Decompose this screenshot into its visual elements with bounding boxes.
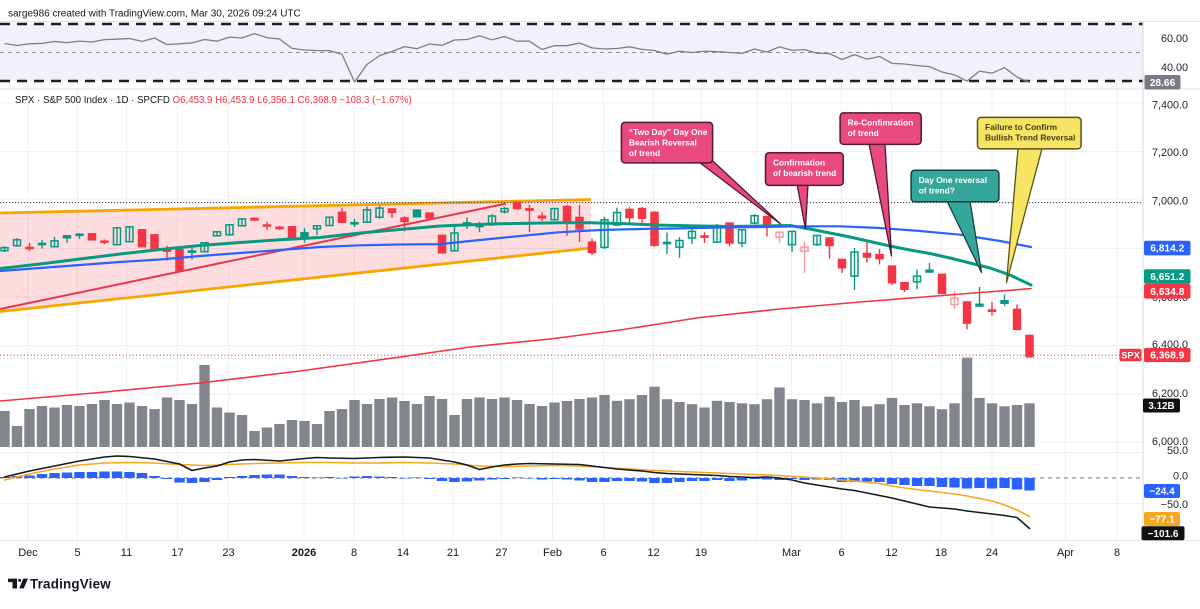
- svg-text:12: 12: [647, 547, 659, 559]
- svg-text:0.0: 0.0: [1173, 471, 1188, 483]
- svg-text:Day One reversal: Day One reversal: [919, 175, 987, 185]
- svg-text:6,814.2: 6,814.2: [1150, 244, 1184, 255]
- svg-text:6,200.0: 6,200.0: [1152, 388, 1188, 400]
- svg-text:Mar: Mar: [782, 547, 801, 559]
- svg-text:50.0: 50.0: [1167, 445, 1188, 457]
- svg-text:−77.1: −77.1: [1149, 515, 1175, 526]
- svg-text:11: 11: [121, 547, 132, 559]
- svg-text:7,200.0: 7,200.0: [1152, 147, 1188, 159]
- svg-text:60.00: 60.00: [1161, 33, 1188, 45]
- svg-text:Dec: Dec: [18, 547, 38, 559]
- svg-text:SPX: SPX: [1121, 351, 1140, 361]
- svg-text:sarge986 created with TradingV: sarge986 created with TradingView.com, M…: [8, 9, 301, 20]
- svg-text:40.00: 40.00: [1161, 62, 1188, 74]
- svg-text:3.12B: 3.12B: [1148, 401, 1174, 412]
- svg-text:6,368.9: 6,368.9: [1150, 351, 1184, 362]
- svg-text:7,400.0: 7,400.0: [1152, 100, 1188, 112]
- svg-text:of trend: of trend: [629, 148, 660, 158]
- svg-text:Failure to Confirm: Failure to Confirm: [985, 122, 1057, 132]
- svg-text:5: 5: [74, 547, 80, 559]
- svg-text:Bullish Trend Reversal: Bullish Trend Reversal: [985, 133, 1075, 143]
- svg-text:“Two Day” Day One: “Two Day” Day One: [629, 127, 708, 137]
- svg-text:6,634.8: 6,634.8: [1150, 287, 1184, 298]
- svg-text:Apr: Apr: [1057, 547, 1074, 559]
- svg-text:Bearish Reversal: Bearish Reversal: [629, 138, 697, 148]
- svg-text:−24.4: −24.4: [1149, 487, 1175, 498]
- svg-text:−50.0: −50.0: [1161, 499, 1188, 511]
- svg-text:6,651.2: 6,651.2: [1150, 272, 1184, 283]
- svg-text:Re-Confimration: Re-Confimration: [848, 118, 914, 128]
- svg-text:TradingView: TradingView: [30, 577, 111, 592]
- svg-text:of trend: of trend: [848, 128, 879, 138]
- svg-text:6,000.0: 6,000.0: [1152, 436, 1188, 448]
- svg-text:23: 23: [222, 547, 234, 559]
- svg-text:7,000.0: 7,000.0: [1152, 196, 1188, 208]
- svg-text:SPX · S&P 500 Index · 1D · SPC: SPX · S&P 500 Index · 1D · SPCFD O6,453.…: [15, 95, 412, 106]
- svg-text:27: 27: [495, 547, 507, 559]
- svg-text:−101.6: −101.6: [1148, 529, 1179, 540]
- svg-text:Confirmation: Confirmation: [773, 157, 825, 167]
- svg-text:2026: 2026: [292, 547, 316, 559]
- svg-text:8: 8: [1114, 547, 1120, 559]
- svg-text:8: 8: [351, 547, 357, 559]
- svg-text:24: 24: [986, 547, 998, 559]
- svg-text:of trend?: of trend?: [919, 186, 955, 196]
- svg-text:6: 6: [838, 547, 844, 559]
- svg-text:19: 19: [695, 547, 707, 559]
- svg-text:Feb: Feb: [543, 547, 562, 559]
- svg-text:14: 14: [397, 547, 409, 559]
- svg-text:21: 21: [447, 547, 459, 559]
- svg-text:of bearish trend: of bearish trend: [773, 168, 836, 178]
- svg-text:18: 18: [935, 547, 947, 559]
- svg-text:12: 12: [885, 547, 897, 559]
- svg-text:17: 17: [171, 547, 183, 559]
- svg-text:28.66: 28.66: [1150, 78, 1176, 89]
- svg-text:6: 6: [600, 547, 606, 559]
